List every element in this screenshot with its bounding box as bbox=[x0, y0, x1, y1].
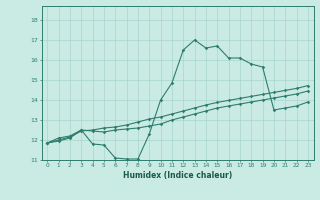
X-axis label: Humidex (Indice chaleur): Humidex (Indice chaleur) bbox=[123, 171, 232, 180]
